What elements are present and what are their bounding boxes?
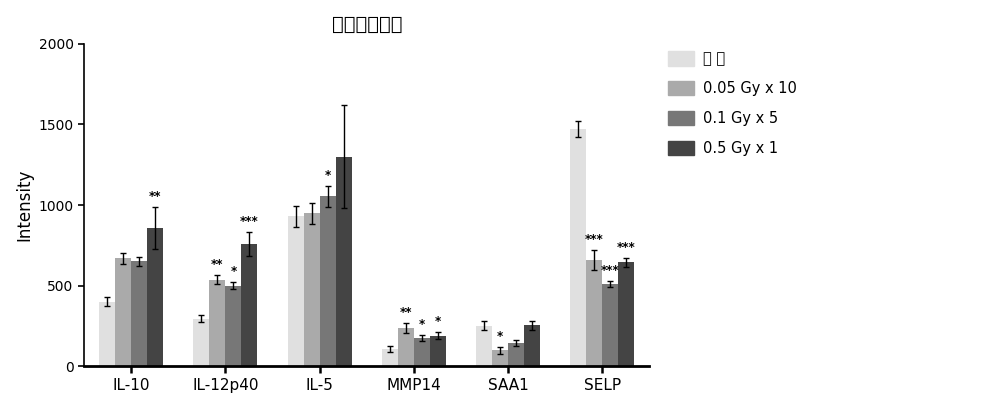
Bar (618, 262, 634, 366)
Bar (225, 286, 241, 366)
Bar (304, 213, 320, 366)
Bar (99, 302, 115, 366)
Text: *: * (435, 315, 441, 328)
Bar (430, 335, 446, 366)
Bar (209, 280, 225, 366)
Text: ***: *** (601, 264, 620, 277)
Bar (524, 325, 540, 366)
Legend: 对 照, 0.05 Gy x 10, 0.1 Gy x 5, 0.5 Gy x 1: 对 照, 0.05 Gy x 10, 0.1 Gy x 5, 0.5 Gy x … (662, 45, 803, 162)
Bar (115, 258, 131, 366)
Text: ***: *** (240, 215, 259, 228)
Text: ***: *** (617, 241, 636, 254)
Title: 血浆蛋白因子: 血浆蛋白因子 (332, 15, 402, 34)
Text: *: * (497, 330, 503, 342)
Text: **: ** (149, 190, 161, 203)
Bar (241, 244, 257, 366)
Bar (382, 349, 398, 366)
Bar (586, 260, 602, 366)
Bar (492, 350, 508, 366)
Bar (336, 157, 352, 366)
Bar (476, 326, 492, 366)
Bar (131, 262, 147, 366)
Text: *: * (325, 169, 331, 182)
Text: *: * (230, 265, 237, 278)
Bar (398, 328, 414, 366)
Text: *: * (419, 318, 425, 331)
Bar (320, 196, 336, 366)
Text: ***: *** (585, 233, 604, 246)
Bar (508, 343, 524, 366)
Bar (570, 129, 586, 366)
Y-axis label: Intensity: Intensity (15, 169, 33, 241)
Bar (288, 216, 304, 366)
Text: **: ** (211, 258, 224, 271)
Bar (147, 228, 163, 366)
Text: **: ** (400, 306, 412, 319)
Bar (193, 319, 209, 366)
Bar (602, 284, 618, 366)
Bar (414, 338, 430, 366)
